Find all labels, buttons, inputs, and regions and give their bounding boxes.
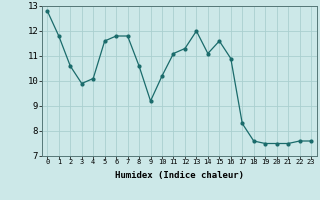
X-axis label: Humidex (Indice chaleur): Humidex (Indice chaleur) — [115, 171, 244, 180]
